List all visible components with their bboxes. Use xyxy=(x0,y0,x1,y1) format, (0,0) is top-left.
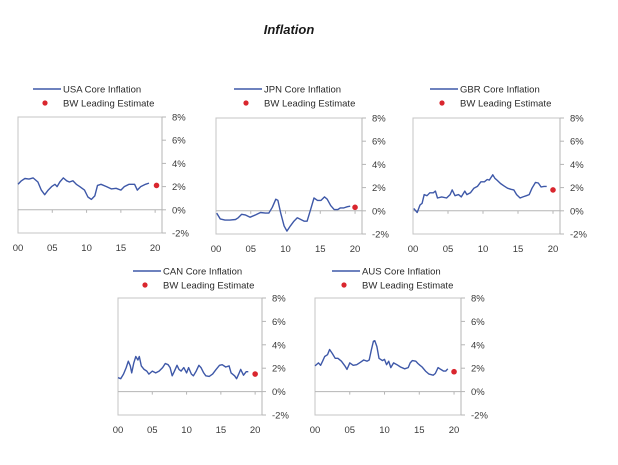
panel-usa: -2% 0% 2% 4% 6% 8% 00 05 10 15 20 USA Core Inflatio… xyxy=(13,85,190,255)
y-tick-label: 8% xyxy=(372,114,386,125)
plot-frame xyxy=(215,117,363,235)
y-tick-label: 0% xyxy=(272,387,286,398)
x-tick-label: 05 xyxy=(147,425,158,436)
x-tick-label: 20 xyxy=(150,243,161,254)
x-tick-label: 15 xyxy=(315,244,326,255)
x-tick-label: 05 xyxy=(344,425,355,436)
legend-label-estimate: BW Leading Estimate xyxy=(362,281,453,292)
x-tick-label: 00 xyxy=(310,425,321,436)
y-tick-label: 4% xyxy=(372,160,386,171)
y-tick-label: 8% xyxy=(471,294,485,305)
y-tick-label: -2% xyxy=(372,230,389,241)
legend-label-series: JPN Core Inflation xyxy=(264,85,341,96)
page-title: Inflation xyxy=(263,22,315,37)
legend: JPN Core Inflation BW Leading Estimate xyxy=(234,85,355,110)
legend: GBR Core Inflation BW Leading Estimate xyxy=(430,85,551,110)
series-line xyxy=(117,355,249,380)
x-tick-label: 15 xyxy=(216,425,227,436)
y-tick-label: 4% xyxy=(172,159,186,170)
series-line xyxy=(413,174,547,214)
x-tick-label: 05 xyxy=(47,243,58,254)
y-tick-label: 6% xyxy=(272,317,286,328)
y-tick-label: 4% xyxy=(570,160,584,171)
x-tick-label: 15 xyxy=(414,425,425,436)
x-tick-label: 20 xyxy=(449,425,460,436)
y-tick-label: 2% xyxy=(272,364,286,375)
plot-frame xyxy=(17,116,163,234)
y-tick-label: 2% xyxy=(172,182,186,193)
legend-label-estimate: BW Leading Estimate xyxy=(264,99,355,110)
y-tick-label: 4% xyxy=(471,340,485,351)
x-tick-label: 05 xyxy=(245,244,256,255)
x-tick-label: 15 xyxy=(116,243,127,254)
y-tick-label: 0% xyxy=(372,206,386,217)
series-line xyxy=(17,177,150,201)
y-tick-label: 6% xyxy=(172,136,186,147)
y-tick-label: 2% xyxy=(372,183,386,194)
series-line xyxy=(216,196,351,232)
x-tick-label: 05 xyxy=(443,244,454,255)
legend: AUS Core Inflation BW Leading Estimate xyxy=(332,267,453,292)
panel-gbr: -2% 0% 2% 4% 6% 8% 00 05 10 15 20 GBR Core Inflatio… xyxy=(408,85,588,256)
legend: USA Core Inflation BW Leading Estimate xyxy=(33,85,154,110)
estimate-point xyxy=(451,368,457,375)
x-tick-label: 00 xyxy=(113,425,124,436)
panel-jpn: -2% 0% 2% 4% 6% 8% 00 05 10 15 20 JPN Core Inflatio… xyxy=(211,85,390,256)
x-tick-label: 00 xyxy=(211,244,222,255)
y-tick-label: 8% xyxy=(570,114,584,125)
y-tick-label: 6% xyxy=(570,137,584,148)
estimate-point xyxy=(252,371,258,377)
estimate-point xyxy=(352,204,358,211)
legend-dot-swatch xyxy=(439,100,445,106)
x-tick-label: 10 xyxy=(478,244,489,255)
panel-aus: -2% 0% 2% 4% 6% 8% 00 05 10 15 20 AUS Core Inflatio… xyxy=(310,267,489,437)
estimate-point xyxy=(550,187,556,193)
x-tick-label: 20 xyxy=(548,244,559,255)
estimate-point xyxy=(153,182,160,189)
y-tick-label: -2% xyxy=(172,229,189,240)
legend-dot-swatch xyxy=(243,100,249,106)
y-tick-label: 8% xyxy=(172,113,186,124)
y-tick-label: 0% xyxy=(570,206,584,217)
legend-label-series: GBR Core Inflation xyxy=(460,85,540,96)
y-tick-label: 6% xyxy=(372,137,386,148)
legend-dot-swatch xyxy=(142,282,148,288)
series-line xyxy=(314,340,449,376)
legend-label-series: CAN Core Inflation xyxy=(163,267,242,278)
legend-dot-swatch xyxy=(42,100,48,106)
x-tick-label: 10 xyxy=(280,244,291,255)
y-tick-label: 2% xyxy=(570,183,584,194)
x-tick-label: 10 xyxy=(379,425,390,436)
x-tick-label: 20 xyxy=(250,425,261,436)
y-tick-label: 8% xyxy=(272,294,286,305)
y-tick-label: 0% xyxy=(172,205,186,216)
x-tick-label: 10 xyxy=(81,243,92,254)
legend-label-series: AUS Core Inflation xyxy=(362,267,441,278)
x-tick-label: 20 xyxy=(350,244,361,255)
y-tick-label: 4% xyxy=(272,340,286,351)
y-tick-label: 2% xyxy=(471,364,485,375)
legend-label-estimate: BW Leading Estimate xyxy=(63,99,154,110)
legend: CAN Core Inflation BW Leading Estimate xyxy=(133,267,254,292)
plot-frame xyxy=(314,297,462,416)
legend-label-estimate: BW Leading Estimate xyxy=(460,99,551,110)
x-tick-label: 15 xyxy=(513,244,524,255)
y-tick-label: 6% xyxy=(471,317,485,328)
legend-label-estimate: BW Leading Estimate xyxy=(163,281,254,292)
legend-dot-swatch xyxy=(341,282,347,288)
plot-frame xyxy=(412,117,561,235)
panel-can: -2% 0% 2% 4% 6% 8% 00 05 10 15 20 CAN Core Inflatio… xyxy=(113,267,290,437)
x-tick-label: 00 xyxy=(408,244,419,255)
y-tick-label: 0% xyxy=(471,387,485,398)
legend-label-series: USA Core Inflation xyxy=(63,85,141,96)
x-tick-label: 10 xyxy=(181,425,192,436)
y-tick-label: -2% xyxy=(570,230,587,241)
x-tick-label: 00 xyxy=(13,243,24,254)
y-tick-label: -2% xyxy=(471,411,488,422)
y-tick-label: -2% xyxy=(272,411,289,422)
